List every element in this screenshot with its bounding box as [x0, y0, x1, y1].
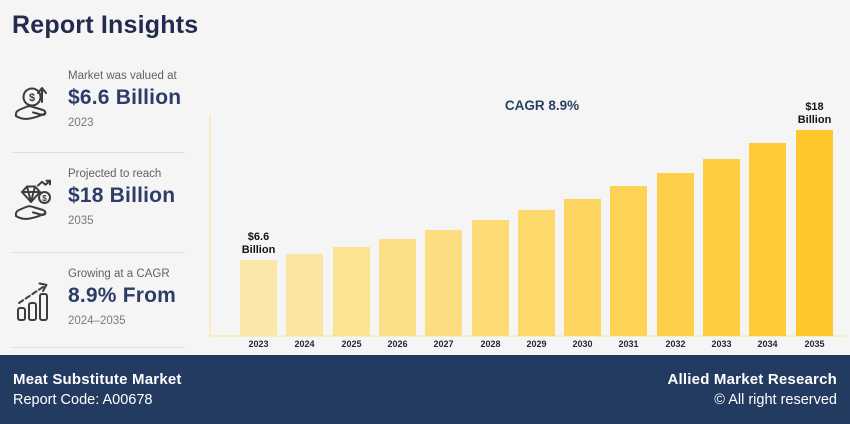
- insight-item-projection: $ Projected to reach $18 Billion 2035: [8, 162, 204, 227]
- x-axis-label-2032: 2032: [665, 339, 686, 349]
- report-code: Report Code: A00678: [13, 392, 153, 408]
- bar-2024: [286, 254, 323, 336]
- bar-2035: [796, 130, 833, 336]
- company-name: Allied Market Research: [667, 371, 837, 388]
- x-axis-label-2025: 2025: [341, 339, 362, 349]
- divider: [12, 152, 185, 153]
- divider: [12, 347, 185, 348]
- bar-2026: [379, 239, 416, 336]
- copyright-text: © All right reserved: [714, 392, 837, 408]
- insight-period: 2035: [68, 215, 94, 227]
- x-axis-label-2035: 2035: [804, 339, 825, 349]
- page-title: Report Insights: [12, 11, 199, 39]
- x-axis-label-2029: 2029: [526, 339, 547, 349]
- cagr-label: CAGR 8.9%: [504, 98, 580, 113]
- bar-2025: [333, 247, 370, 336]
- insight-value: 8.9% From: [68, 284, 176, 307]
- x-axis-label-2026: 2026: [387, 339, 408, 349]
- x-axis-label-2024: 2024: [294, 339, 315, 349]
- x-axis-line: [209, 335, 845, 337]
- x-axis-label-2033: 2033: [711, 339, 732, 349]
- x-axis-label-2034: 2034: [757, 339, 778, 349]
- insight-item-cagr: Growing at a CAGR 8.9% From 2024–2035: [8, 262, 204, 327]
- bar-value-label-2023: $6.6 Billion: [241, 231, 276, 256]
- bar-2032: [657, 173, 694, 336]
- bar-2034: [749, 143, 786, 336]
- growth-bars-arrow-icon: [8, 262, 62, 327]
- market-name: Meat Substitute Market: [13, 371, 182, 388]
- svg-text:$: $: [42, 194, 47, 203]
- bar-2029: [518, 210, 555, 336]
- x-axis-label-2028: 2028: [480, 339, 501, 349]
- hand-coin-growth-icon: $: [8, 64, 62, 129]
- insight-value: $18 Billion: [68, 184, 176, 207]
- bar-value-label-2035: $18 Billion: [797, 101, 832, 126]
- insight-label: Market was valued at: [68, 70, 177, 82]
- bar-2023: [240, 260, 277, 336]
- svg-text:$: $: [29, 92, 35, 104]
- x-axis-label-2031: 2031: [618, 339, 639, 349]
- insight-period: 2024–2035: [68, 315, 126, 327]
- bar-2028: [472, 220, 509, 336]
- bar-chart: CAGR 8.9% 2023 2024 2025 2026 2027 2028 2029 20…: [209, 98, 849, 354]
- x-axis-label-2023: 2023: [248, 339, 269, 349]
- x-axis-label-2027: 2027: [433, 339, 454, 349]
- insight-label: Projected to reach: [68, 168, 162, 180]
- insight-period: 2023: [68, 117, 94, 129]
- x-axis-label-2030: 2030: [572, 339, 593, 349]
- insight-label: Growing at a CAGR: [68, 268, 170, 280]
- divider: [12, 252, 185, 253]
- bar-2030: [564, 199, 601, 336]
- y-axis-line: [209, 114, 211, 335]
- bar-2031: [610, 186, 647, 336]
- bar-2027: [425, 230, 462, 336]
- insight-value: $6.6 Billion: [68, 86, 182, 109]
- bar-2033: [703, 159, 740, 336]
- insight-item-market-value: $ Market was valued at $6.6 Billion 2023: [8, 64, 204, 129]
- hand-diamond-coin-icon: $: [8, 162, 62, 227]
- footer-bar: Meat Substitute Market Report Code: A006…: [0, 355, 850, 424]
